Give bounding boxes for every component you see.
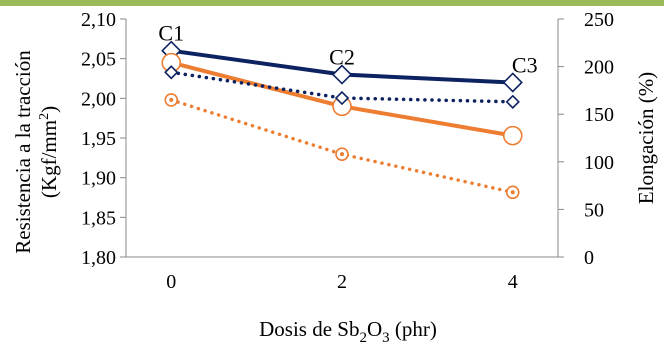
- left-axis-title-line1: Resistencia a la tracción: [11, 50, 35, 254]
- series-3-point: [334, 90, 350, 106]
- point-label: C2: [329, 45, 355, 70]
- series-4-point-dot: [510, 190, 515, 195]
- chart-axes: [120, 18, 564, 258]
- svg-text:Elongación (%): Elongación (%): [634, 72, 658, 204]
- series-3-point: [164, 65, 179, 80]
- right-axis-title: Elongación (%): [634, 72, 658, 204]
- left-tick-label: 1,95: [81, 128, 116, 150]
- right-tick-label: 100: [584, 152, 614, 174]
- left-axis-title: Resistencia a la tracción (Kgf/mm2): [11, 50, 61, 254]
- right-tick-label: 50: [584, 199, 604, 221]
- left-tick-label: 2,10: [81, 9, 116, 31]
- point-label: C3: [512, 52, 538, 77]
- left-tick-label: 2,00: [81, 88, 116, 110]
- x-tick-label: 0: [166, 271, 176, 293]
- x-axis-title: Dosis de Sb2O3 (phr): [259, 317, 437, 346]
- left-tick-label: 2,05: [81, 49, 116, 71]
- point-labels: C1 C2 C3: [158, 21, 537, 78]
- tick-labels: 1,80 1,85 1,90 1,95 2,00 2,05 2,10 0 50 100 150 200…: [81, 9, 614, 293]
- right-tick-label: 200: [584, 57, 614, 79]
- series-3-point: [505, 94, 520, 109]
- series-1-point: [331, 64, 353, 85]
- point-label: C1: [158, 21, 184, 46]
- right-tick-label: 250: [584, 9, 614, 31]
- series-group: [161, 40, 523, 200]
- series-1-point: [502, 72, 523, 93]
- left-tick-label: 1,90: [81, 168, 116, 190]
- x-tick-label: 2: [337, 271, 347, 293]
- left-axis-title-line2: (Kgf/mm2): [37, 106, 61, 198]
- series-3-line: [169, 70, 515, 104]
- header-accent-bar: [0, 0, 664, 6]
- right-tick-label: 0: [584, 247, 594, 269]
- series-4-point-dot: [169, 97, 174, 102]
- right-tick-label: 150: [584, 104, 614, 126]
- x-tick-label: 4: [508, 271, 518, 293]
- left-tick-label: 1,80: [81, 247, 116, 269]
- series-2-point: [502, 125, 523, 146]
- left-tick-label: 1,85: [81, 207, 116, 229]
- series-4-point-dot: [340, 152, 344, 157]
